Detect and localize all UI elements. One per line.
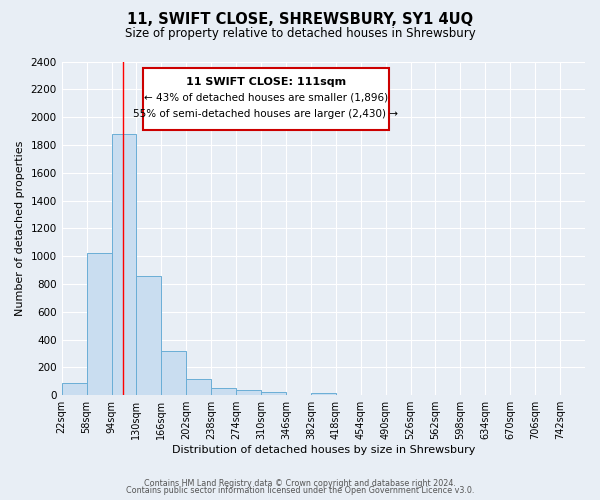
Text: Size of property relative to detached houses in Shrewsbury: Size of property relative to detached ho… [125, 28, 475, 40]
Bar [136, 276, 161, 395]
Bar [211, 388, 236, 395]
Text: ← 43% of detached houses are smaller (1,896): ← 43% of detached houses are smaller (1,… [144, 92, 388, 102]
Bar [112, 134, 136, 395]
Y-axis label: Number of detached properties: Number of detached properties [15, 140, 25, 316]
Text: 55% of semi-detached houses are larger (2,430) →: 55% of semi-detached houses are larger (… [133, 109, 398, 119]
Bar [311, 393, 336, 395]
FancyBboxPatch shape [143, 68, 389, 130]
X-axis label: Distribution of detached houses by size in Shrewsbury: Distribution of detached houses by size … [172, 445, 475, 455]
Text: Contains public sector information licensed under the Open Government Licence v3: Contains public sector information licen… [126, 486, 474, 495]
Text: 11, SWIFT CLOSE, SHREWSBURY, SY1 4UQ: 11, SWIFT CLOSE, SHREWSBURY, SY1 4UQ [127, 12, 473, 28]
Bar [261, 392, 286, 395]
Bar [186, 379, 211, 395]
Bar [86, 254, 112, 395]
Bar [161, 350, 186, 395]
Bar [62, 382, 86, 395]
Bar [236, 390, 261, 395]
Text: Contains HM Land Registry data © Crown copyright and database right 2024.: Contains HM Land Registry data © Crown c… [144, 478, 456, 488]
Text: 11 SWIFT CLOSE: 111sqm: 11 SWIFT CLOSE: 111sqm [186, 76, 346, 86]
